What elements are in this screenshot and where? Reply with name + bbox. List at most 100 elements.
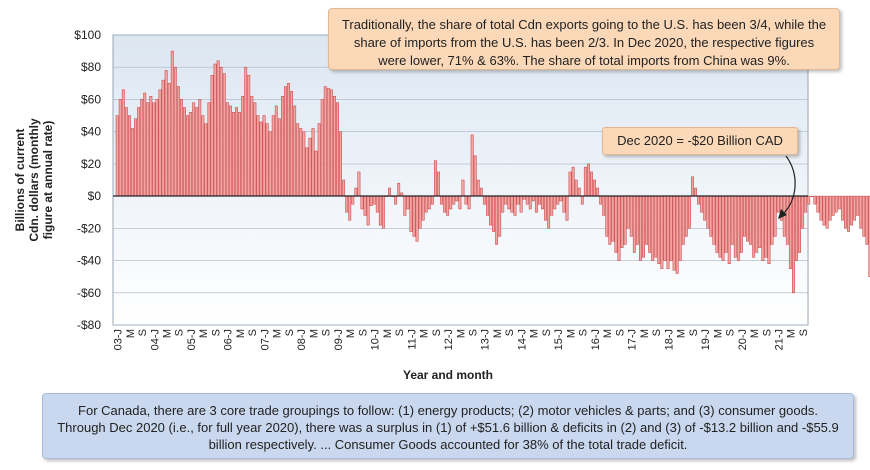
bar: [798, 195, 801, 253]
bar: [645, 195, 648, 245]
bar: [210, 75, 214, 197]
bar: [155, 99, 159, 197]
bar: [850, 195, 854, 226]
bar: [853, 195, 857, 221]
callout-arrow: [782, 155, 796, 215]
bar: [446, 195, 450, 216]
bar: [788, 195, 792, 269]
x-tick-label: 17-J: [627, 329, 639, 350]
bar: [724, 195, 728, 253]
bar: [736, 195, 740, 261]
bar: [684, 195, 688, 237]
bar: [559, 195, 563, 202]
bar: [593, 179, 596, 197]
bar: [822, 195, 826, 226]
bar: [363, 195, 367, 216]
bar: [467, 195, 471, 210]
bar: [602, 195, 606, 216]
bar: [807, 195, 811, 205]
callout-arrow-head: [778, 209, 787, 219]
bar: [639, 195, 642, 261]
x-tick-label: M: [382, 329, 394, 338]
bar: [669, 195, 673, 261]
x-tick-label: S: [614, 329, 626, 336]
bar: [455, 195, 459, 202]
bar: [470, 134, 474, 197]
y-tick-label: $40: [81, 125, 101, 139]
x-tick-label: 14-J: [517, 329, 529, 350]
bar: [158, 89, 162, 197]
bar: [586, 163, 590, 197]
x-tick-label: S: [761, 329, 773, 336]
bar: [697, 195, 701, 205]
bar: [642, 195, 645, 258]
bar: [418, 195, 422, 229]
x-tick-label: 15-J: [553, 329, 565, 350]
x-tick-label: S: [504, 329, 516, 336]
x-tick-label: M: [308, 329, 320, 338]
bar: [127, 115, 131, 197]
y-tick-labels: $100 $80 $60 $40 $20 $0 -$20 -$40 -$60 -$80: [74, 28, 101, 332]
bar: [271, 115, 275, 197]
bar: [721, 195, 725, 261]
x-tick-label: 05-J: [186, 329, 198, 350]
x-tick-label: S: [394, 329, 406, 336]
x-tick-label: 07-J: [259, 329, 271, 350]
bar: [804, 195, 808, 213]
bar: [844, 195, 847, 229]
bar: [232, 112, 235, 197]
bar: [519, 195, 523, 213]
bar: [265, 123, 269, 197]
bar: [792, 195, 795, 294]
x-tick-label: S: [541, 329, 553, 336]
x-tick-label: M: [162, 329, 174, 338]
x-tick-label: 13-J: [480, 329, 492, 350]
bar: [501, 195, 505, 213]
bar: [449, 195, 453, 210]
bar: [308, 137, 312, 197]
bar: [167, 83, 171, 197]
bar: [189, 112, 193, 197]
y-tick-label: $60: [81, 92, 101, 106]
bar: [687, 195, 691, 229]
bar: [755, 195, 759, 253]
x-tick-label: M: [602, 329, 614, 338]
bar: [320, 99, 324, 197]
y-tick-label: -$60: [77, 286, 101, 300]
bar: [764, 195, 768, 258]
bar: [733, 195, 737, 258]
bar: [213, 63, 217, 197]
bar: [651, 195, 655, 261]
bar: [170, 50, 174, 197]
bar: [437, 171, 440, 197]
bar: [378, 195, 382, 226]
bar: [290, 91, 294, 197]
bar: [534, 195, 538, 213]
bar: [761, 195, 765, 261]
x-tick-label: M: [419, 329, 431, 338]
bar: [424, 195, 428, 213]
bar: [452, 195, 456, 205]
top-note-box: Traditionally, the share of total Cdn ex…: [328, 8, 840, 70]
bar: [250, 95, 254, 197]
bar: [700, 195, 704, 213]
bar: [617, 195, 621, 261]
x-tick-label: S: [357, 329, 369, 336]
x-tick-label: S: [578, 329, 590, 336]
bar: [608, 195, 612, 245]
bar: [161, 79, 165, 197]
bar: [409, 195, 413, 232]
y-tick-label: -$40: [77, 254, 101, 268]
bar: [124, 107, 128, 197]
x-tick-label: S: [431, 329, 443, 336]
bar: [403, 195, 407, 216]
bar: [770, 195, 774, 245]
x-tick-label: S: [137, 329, 149, 336]
bar: [605, 195, 609, 237]
x-tick-label: M: [345, 329, 357, 338]
x-tick-label: 11-J: [406, 329, 418, 350]
bar: [678, 195, 682, 261]
x-tick-label: 12-J: [443, 329, 455, 350]
bar: [767, 195, 771, 265]
